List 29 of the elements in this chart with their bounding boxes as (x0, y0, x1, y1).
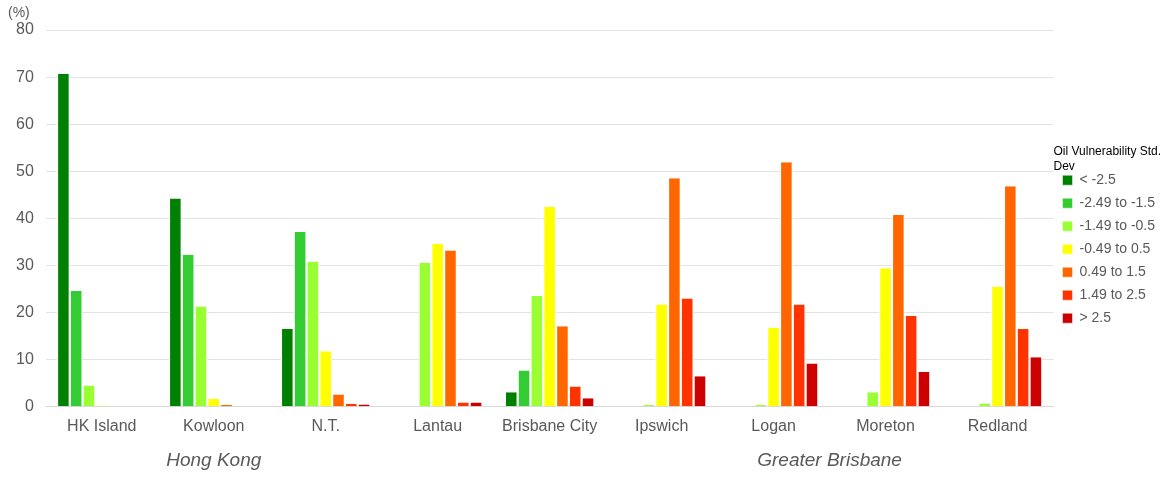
legend-label: > 2.5 (1079, 309, 1112, 326)
legend-label: < -2.5 (1079, 171, 1116, 188)
y-tick-label: 40 (16, 208, 34, 226)
x-tick-label: Lantau (413, 416, 463, 434)
y-tick-label: 80 (16, 20, 34, 38)
legend-label: -2.49 to -1.5 (1079, 194, 1156, 211)
legend-label: 0.49 to 1.5 (1079, 263, 1146, 280)
x-tick-label: Logan (751, 416, 796, 434)
y-axis-title: (%) (8, 3, 30, 20)
legend-label: -0.49 to 0.5 (1079, 240, 1151, 257)
y-tick-label: 30 (16, 255, 34, 273)
x-tick-label: Moreton (856, 416, 915, 434)
legend-label: 1.49 to 2.5 (1079, 286, 1146, 303)
y-tick-label: 20 (16, 303, 34, 321)
y-tick-label: 10 (16, 350, 34, 368)
y-tick-label: 60 (16, 114, 34, 132)
text: Greater Brisbane (757, 448, 902, 470)
x-tick-label: Kowloon (183, 416, 245, 434)
y-tick-label: 0 (24, 397, 34, 415)
x-tick-label: Ipswich (634, 416, 689, 434)
x-tick-label: HK Island (67, 416, 137, 434)
y-tick-label: 70 (16, 67, 34, 85)
x-tick-label: Redland (967, 416, 1028, 434)
legend-label: -1.49 to -0.5 (1079, 217, 1156, 234)
y-tick-label: 50 (16, 161, 34, 179)
text: Hong Kong (166, 448, 262, 470)
x-tick-label: N.T. (311, 416, 340, 434)
x-tick-label: Brisbane City (502, 416, 598, 434)
legend-title: Oil Vulnerability Std. Dev (1053, 144, 1162, 173)
